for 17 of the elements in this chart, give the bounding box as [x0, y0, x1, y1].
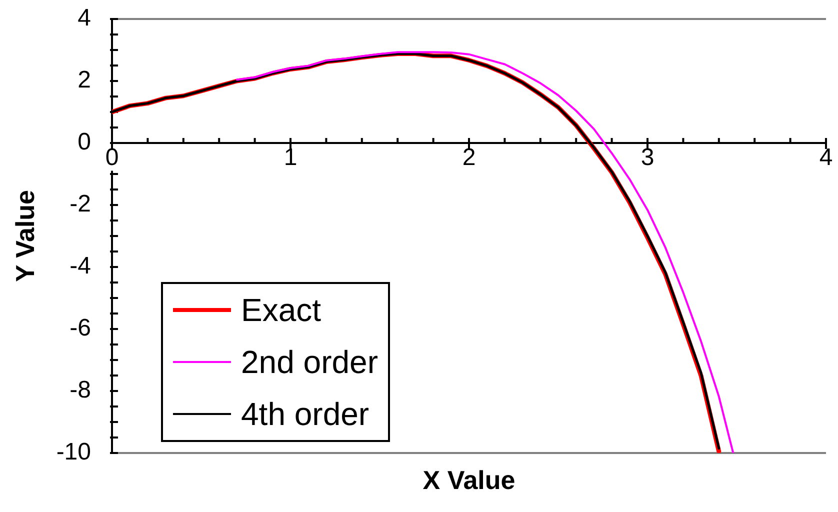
x-tick-label: 3	[640, 144, 654, 172]
x-tick-label: 1	[284, 144, 298, 172]
y-tick-label: 2	[78, 66, 91, 94]
y-tick-label: -2	[70, 190, 91, 218]
y-tick-label: -10	[56, 438, 91, 466]
y-tick-label: -6	[70, 314, 91, 342]
y-tick-label: -8	[70, 376, 91, 404]
legend-label: 4th order	[241, 396, 370, 432]
x-tick-label: 0	[105, 144, 119, 172]
legend-label: Exact	[241, 292, 322, 328]
x-axis-title: X Value	[422, 465, 516, 496]
y-axis-title: Y Value	[10, 190, 40, 282]
legend-label: 2nd order	[241, 344, 378, 380]
y-tick-label: -4	[70, 252, 91, 280]
x-tick-label: 4	[819, 144, 833, 172]
x-tick-label: 2	[462, 144, 476, 172]
y-tick-label: 4	[78, 4, 91, 32]
